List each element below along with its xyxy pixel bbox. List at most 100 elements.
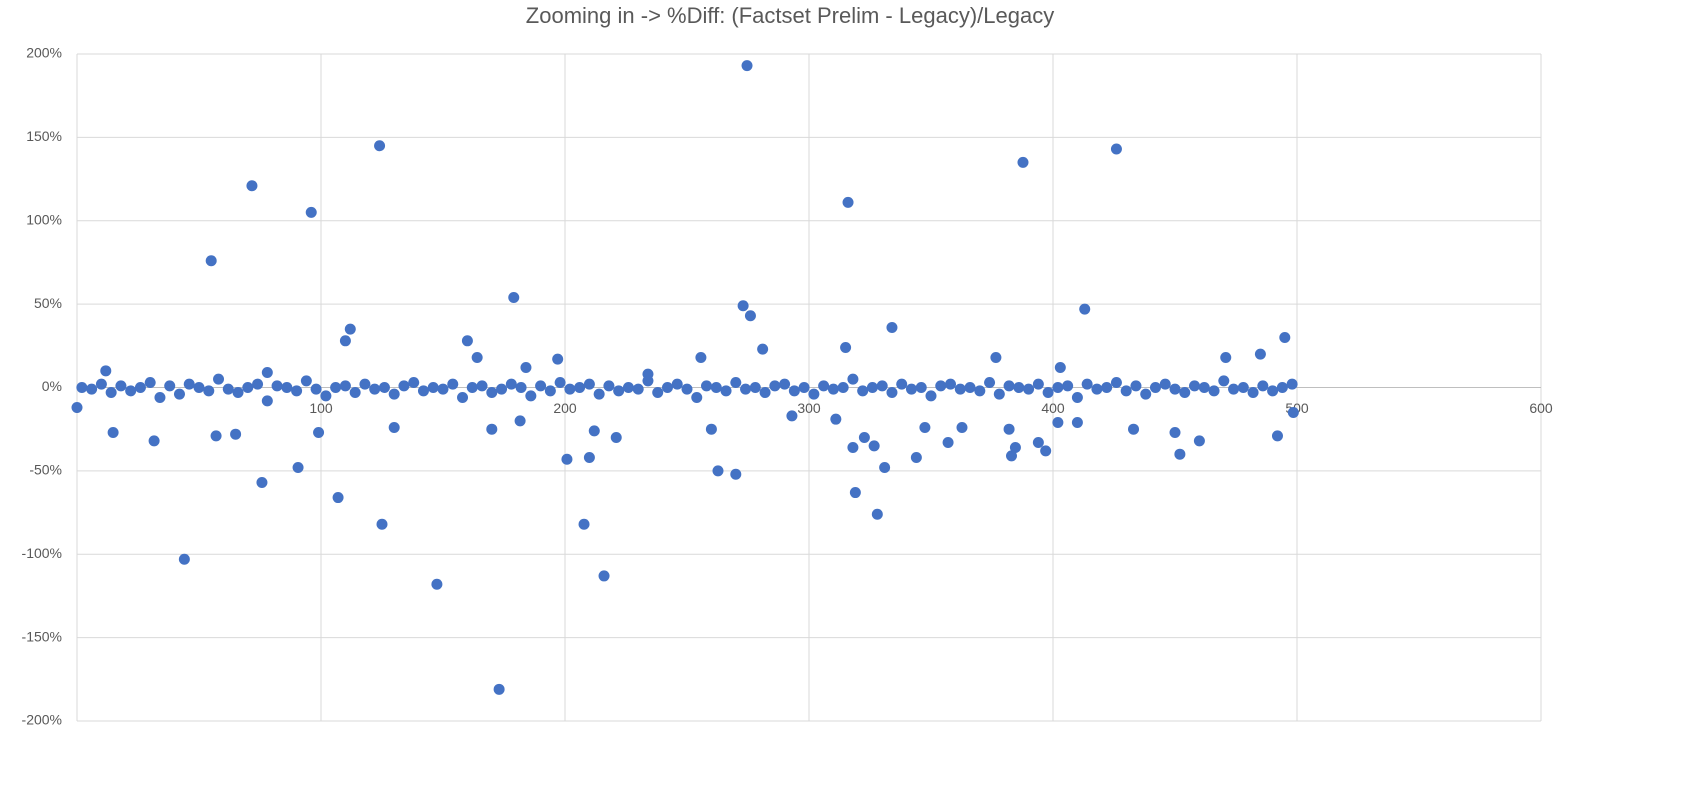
point	[740, 383, 752, 395]
point	[476, 380, 488, 392]
x-tick-label: 400	[1041, 400, 1065, 416]
point	[232, 387, 244, 399]
point	[574, 382, 586, 393]
y-tick-label: 50%	[34, 295, 62, 311]
point	[1081, 378, 1093, 390]
point	[1091, 383, 1103, 395]
point	[847, 442, 859, 454]
point	[427, 382, 439, 393]
point	[148, 435, 160, 447]
x-tick-label: 200	[553, 400, 577, 416]
point	[291, 385, 303, 397]
point	[858, 432, 870, 444]
point	[603, 380, 615, 392]
point	[1110, 143, 1122, 155]
point	[292, 462, 304, 474]
point	[661, 382, 673, 393]
point	[1023, 383, 1035, 395]
point	[281, 382, 293, 393]
point	[86, 383, 98, 395]
point	[535, 380, 547, 392]
point	[144, 376, 156, 388]
point	[1174, 448, 1186, 460]
point	[246, 180, 258, 192]
point	[461, 335, 473, 347]
point	[95, 378, 107, 390]
chart-title: Zooming in -> %Diff: (Factset Prelim - L…	[526, 3, 1054, 28]
point	[320, 390, 332, 402]
point	[525, 390, 537, 402]
point	[508, 291, 520, 303]
point	[466, 382, 478, 393]
point	[622, 382, 634, 393]
point	[1017, 156, 1029, 168]
point	[910, 452, 922, 464]
tick-labels: -200%-150%-100%-50%0%50%100%150%200%0100…	[22, 45, 1553, 728]
y-tick-label: 150%	[26, 128, 62, 144]
point	[990, 351, 1002, 363]
point	[818, 380, 830, 392]
point	[1220, 351, 1232, 363]
point	[1052, 417, 1064, 429]
point	[205, 255, 217, 267]
point	[305, 206, 317, 218]
point	[964, 382, 976, 393]
point	[1257, 380, 1269, 392]
point	[749, 382, 761, 393]
point	[701, 380, 713, 392]
point	[837, 382, 849, 393]
point	[256, 477, 268, 489]
point	[598, 570, 610, 582]
point	[849, 487, 861, 499]
point	[1189, 380, 1201, 392]
point	[737, 300, 749, 312]
point	[1228, 383, 1240, 395]
point	[588, 425, 600, 437]
y-tick-label: 200%	[26, 45, 62, 61]
point	[107, 427, 119, 439]
point	[1130, 380, 1142, 392]
point	[486, 423, 498, 435]
point	[431, 578, 443, 590]
point	[544, 385, 556, 397]
x-tick-label: 600	[1529, 400, 1553, 416]
point	[1101, 382, 1113, 393]
point	[744, 310, 756, 322]
point	[857, 385, 869, 397]
point	[871, 508, 883, 520]
point	[252, 378, 264, 390]
point	[552, 353, 564, 365]
point	[847, 373, 859, 385]
point	[76, 382, 88, 393]
point	[369, 383, 381, 395]
point	[876, 380, 888, 392]
point	[496, 383, 508, 395]
point	[842, 196, 854, 208]
point	[193, 382, 205, 393]
point	[1071, 417, 1083, 429]
point	[695, 351, 707, 363]
point	[300, 375, 312, 387]
point	[313, 427, 325, 439]
point	[1062, 380, 1074, 392]
point	[1071, 392, 1083, 404]
point	[671, 378, 683, 390]
point	[632, 383, 644, 395]
point	[134, 382, 146, 393]
point	[178, 553, 190, 565]
point	[261, 395, 273, 407]
point	[100, 365, 112, 377]
point	[1032, 378, 1044, 390]
point	[925, 390, 937, 402]
point	[310, 383, 322, 395]
point	[827, 383, 839, 395]
point	[376, 518, 388, 530]
point	[593, 388, 605, 400]
point	[332, 492, 344, 504]
point	[408, 376, 420, 388]
point	[1198, 382, 1210, 393]
point	[1110, 376, 1122, 388]
point	[919, 422, 931, 434]
